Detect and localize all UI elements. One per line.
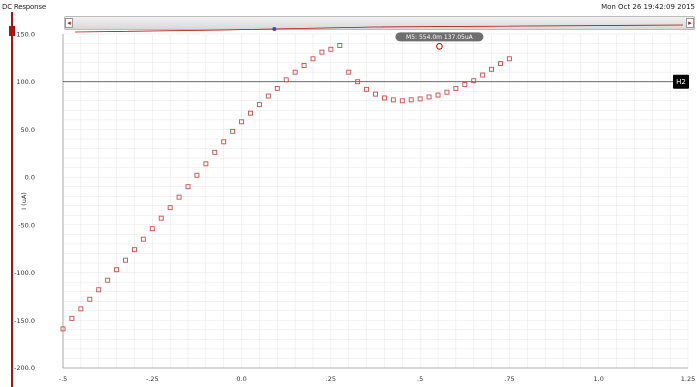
data-point: [498, 61, 503, 67]
scroll-right-handle[interactable]: ▸: [686, 18, 694, 28]
x-tick-label: .25: [326, 375, 336, 383]
axes: -200.0 -150.0 -100.0 -50.0 0.0 50.0 100.0 150.0…: [14, 31, 695, 384]
marker-label: M5: 554.0m 137.05uA: [406, 34, 474, 41]
x-tick-label: 1.0: [594, 375, 604, 383]
y-axis-label: I (uA): [20, 192, 28, 210]
h2-badge-label: H2: [676, 78, 686, 86]
x-tick-label: 1.25: [681, 375, 695, 383]
data-point: [346, 69, 352, 75]
data-point: [256, 102, 262, 108]
zoom-scrollbar[interactable]: ◂ ▸: [64, 16, 695, 33]
data-point: [176, 194, 182, 200]
x-tick-label: 0.0: [236, 375, 246, 383]
data-point: [60, 326, 66, 332]
marker-point[interactable]: [436, 43, 443, 50]
data-point: [239, 119, 245, 125]
data-point: [292, 69, 298, 75]
data-point: [319, 49, 325, 55]
data-point: [471, 78, 477, 84]
data-point: [185, 184, 191, 190]
data-point: [381, 95, 387, 101]
data-point: [78, 306, 84, 312]
y-tick-label: -200.0: [14, 364, 35, 372]
h2-reference-line[interactable]: H2: [63, 74, 689, 89]
x-tick-label: .75: [504, 375, 514, 383]
data-point: [301, 63, 307, 68]
data-point: [158, 215, 164, 221]
scroll-left-handle[interactable]: ◂: [65, 18, 73, 28]
y-tick-label: 150.0: [16, 31, 35, 39]
data-point: [140, 236, 146, 242]
data-point: [444, 89, 450, 95]
grid: [62, 33, 689, 369]
data-point: [105, 277, 111, 283]
data-point: [390, 97, 396, 103]
data-point: [123, 257, 128, 263]
data-point: [212, 149, 218, 155]
data-point: [194, 172, 200, 178]
data-point: [417, 96, 423, 102]
y-axis-label-group: I (uA): [20, 192, 28, 210]
marker-annotation[interactable]: M5: 554.0m 137.05uA: [395, 32, 484, 50]
x-tick-label: -.25: [146, 375, 159, 383]
left-rail: [0, 0, 12, 387]
x-tick-label: .5: [417, 375, 423, 383]
y-tick-label: -50.0: [18, 221, 35, 229]
data-point: [265, 93, 271, 99]
data-point: [337, 43, 343, 48]
data-point: [435, 92, 441, 98]
data-point: [355, 79, 361, 85]
left-rail-line: [11, 12, 13, 387]
y-tick-label: -100.0: [14, 269, 35, 277]
data-point: [328, 46, 334, 52]
x-tick-label: -.5: [59, 375, 68, 383]
overview-curve-icon: [74, 24, 684, 33]
timestamp: Mon Oct 26 19:42:09 2015: [601, 3, 695, 11]
y-tick-label: -150.0: [14, 317, 35, 325]
data-point: [167, 205, 173, 211]
data-point: [364, 86, 370, 92]
y-tick-label: 50.0: [21, 126, 35, 134]
y-tick-label: 0.0: [25, 174, 35, 182]
data-point: [399, 98, 405, 104]
data-point: [114, 267, 120, 273]
data-point: [426, 94, 432, 100]
data-point: [87, 296, 93, 302]
data-point: [489, 66, 495, 72]
data-point: [230, 128, 236, 134]
data-point: [408, 97, 414, 103]
marker-label-bubble[interactable]: [395, 32, 484, 42]
data-point: [149, 226, 155, 232]
data-point: [221, 139, 227, 145]
data-series: [60, 43, 512, 332]
data-point: [506, 56, 512, 62]
data-point: [203, 161, 209, 167]
data-point: [69, 315, 75, 321]
data-point: [480, 72, 486, 78]
rail-marker[interactable]: [9, 26, 15, 36]
window-title: DC Response: [2, 3, 46, 11]
data-point: [248, 110, 253, 116]
scroll-thumb[interactable]: [74, 18, 684, 33]
y-tick-label: 100.0: [16, 78, 35, 86]
data-point: [96, 287, 102, 293]
h2-badge[interactable]: [673, 74, 689, 89]
data-point: [274, 85, 280, 91]
data-point: [453, 85, 459, 91]
data-point: [462, 82, 468, 88]
data-point: [131, 247, 137, 253]
data-point: [283, 77, 289, 83]
data-point: [373, 91, 378, 97]
data-point: [310, 56, 316, 62]
